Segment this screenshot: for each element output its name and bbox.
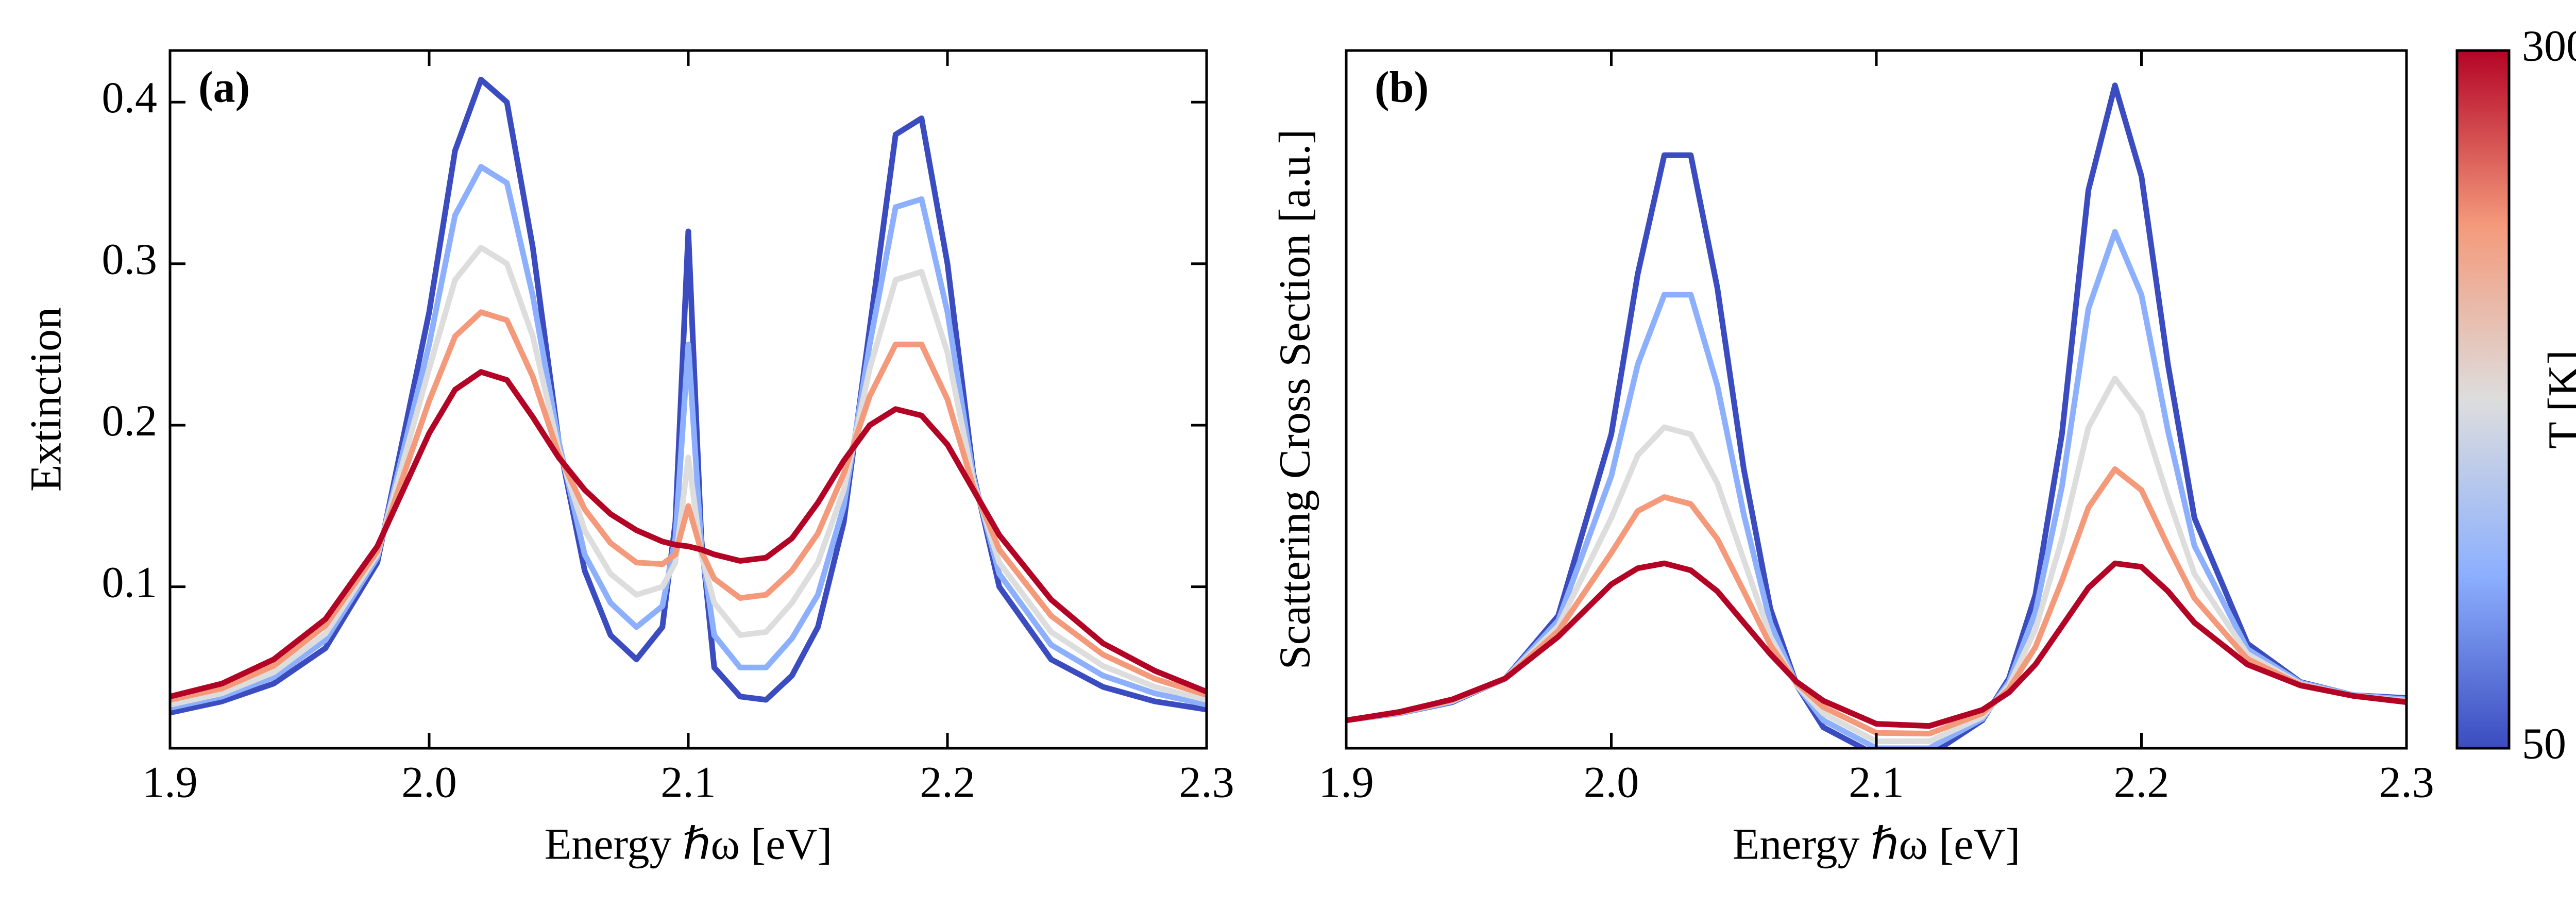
colorbar-tick-label: 50 <box>2522 719 2566 768</box>
curve <box>170 244 1207 708</box>
curve <box>1346 375 2406 744</box>
curve <box>170 369 1207 700</box>
x-tick-label: 1.9 <box>1318 758 1374 807</box>
curve <box>1346 229 2406 748</box>
x-tick-label: 1.9 <box>142 758 198 807</box>
x-axis-label: Energy ℏω [eV] <box>1733 819 2020 869</box>
colorbar-tick-label: 300 <box>2522 21 2576 71</box>
curve <box>170 164 1207 711</box>
panel-label: (a) <box>198 62 250 112</box>
x-tick-label: 2.3 <box>1179 758 1234 807</box>
x-tick-label: 2.0 <box>401 758 457 807</box>
x-tick-label: 2.1 <box>1849 758 1904 807</box>
x-axis-label: Energy ℏω [eV] <box>545 819 832 869</box>
y-tick-label: 0.4 <box>102 73 158 122</box>
x-tick-label: 2.2 <box>2114 758 2170 807</box>
y-tick-label: 0.2 <box>102 396 158 445</box>
curve <box>1346 560 2406 729</box>
curve <box>170 76 1207 716</box>
y-tick-label: 0.1 <box>102 557 158 607</box>
x-tick-label: 2.0 <box>1584 758 1639 807</box>
x-tick-label: 2.3 <box>2379 758 2434 807</box>
x-tick-label: 2.1 <box>660 758 716 807</box>
y-axis-label: Extinction <box>21 307 71 492</box>
curve <box>170 309 1207 703</box>
curve <box>1346 466 2406 737</box>
colorbar <box>2455 49 2511 750</box>
y-axis-label: Scattering Cross Section [a.u.] <box>1270 129 1319 670</box>
panel-label: (b) <box>1375 62 1429 112</box>
plot-area <box>1346 82 2406 748</box>
colorbar-label: T [K] <box>2539 350 2576 449</box>
y-tick-label: 0.3 <box>102 234 158 283</box>
curve <box>1346 82 2406 748</box>
plot-area <box>170 76 1207 716</box>
x-tick-label: 2.2 <box>920 758 975 807</box>
